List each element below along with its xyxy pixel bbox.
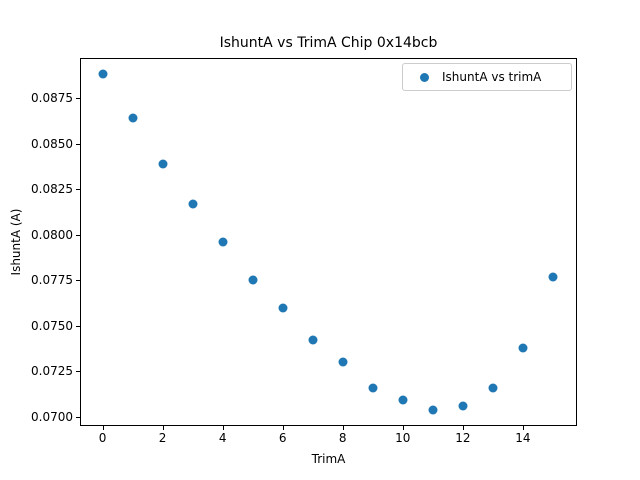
x-tick-mark: [282, 426, 284, 430]
x-tick-label: 0: [98, 431, 107, 445]
x-tick-mark: [522, 426, 524, 430]
y-tick-label: 0.0775: [31, 273, 73, 288]
data-point: [548, 272, 558, 282]
data-point: [518, 343, 528, 353]
data-point: [98, 69, 108, 79]
data-point: [398, 395, 408, 405]
data-point: [218, 237, 228, 247]
y-tick-mark: [76, 325, 80, 327]
data-point: [368, 383, 378, 393]
legend-label: IshuntA vs trimA: [442, 70, 542, 84]
y-tick-mark: [76, 371, 80, 373]
data-point: [128, 113, 138, 123]
x-tick-mark: [462, 426, 464, 430]
x-tick-label: 6: [278, 431, 287, 445]
y-tick-label: 0.0800: [31, 227, 73, 242]
x-axis-label: TrimA: [311, 452, 346, 466]
x-tick-label: 4: [218, 431, 227, 445]
data-point: [158, 159, 168, 169]
y-axis-label: IshuntA (A): [9, 208, 23, 276]
legend-marker-icon: [420, 72, 429, 82]
x-tick-label: 2: [158, 431, 167, 445]
legend: IshuntA vs trimA: [402, 63, 572, 91]
y-tick-label: 0.0750: [31, 318, 73, 333]
chart-title: IshuntA vs TrimA Chip 0x14bcb: [219, 35, 438, 51]
x-tick-mark: [162, 426, 164, 430]
y-tick-mark: [76, 416, 80, 418]
x-tick-mark: [342, 426, 344, 430]
x-tick-label: 12: [455, 431, 471, 445]
plot-area: [80, 58, 577, 426]
y-tick-mark: [76, 189, 80, 191]
y-tick-mark: [76, 143, 80, 145]
y-tick-mark: [76, 234, 80, 236]
data-point: [188, 199, 198, 209]
y-tick-mark: [76, 280, 80, 282]
x-tick-mark: [402, 426, 404, 430]
x-tick-label: 8: [338, 431, 347, 445]
x-tick-label: 10: [395, 431, 411, 445]
data-point: [428, 405, 438, 415]
y-tick-mark: [76, 98, 80, 100]
y-tick-label: 0.0825: [31, 182, 73, 197]
x-tick-mark: [222, 426, 224, 430]
data-point: [338, 357, 348, 367]
y-tick-label: 0.0700: [31, 409, 73, 424]
data-point: [308, 335, 318, 345]
data-point: [248, 275, 258, 285]
y-tick-label: 0.0725: [31, 364, 73, 379]
y-tick-label: 0.0850: [31, 136, 73, 151]
y-tick-label: 0.0875: [31, 91, 73, 106]
x-tick-label: 14: [515, 431, 531, 445]
x-tick-mark: [102, 426, 104, 430]
data-point: [278, 303, 288, 313]
data-point: [458, 401, 468, 411]
data-point: [488, 383, 498, 393]
